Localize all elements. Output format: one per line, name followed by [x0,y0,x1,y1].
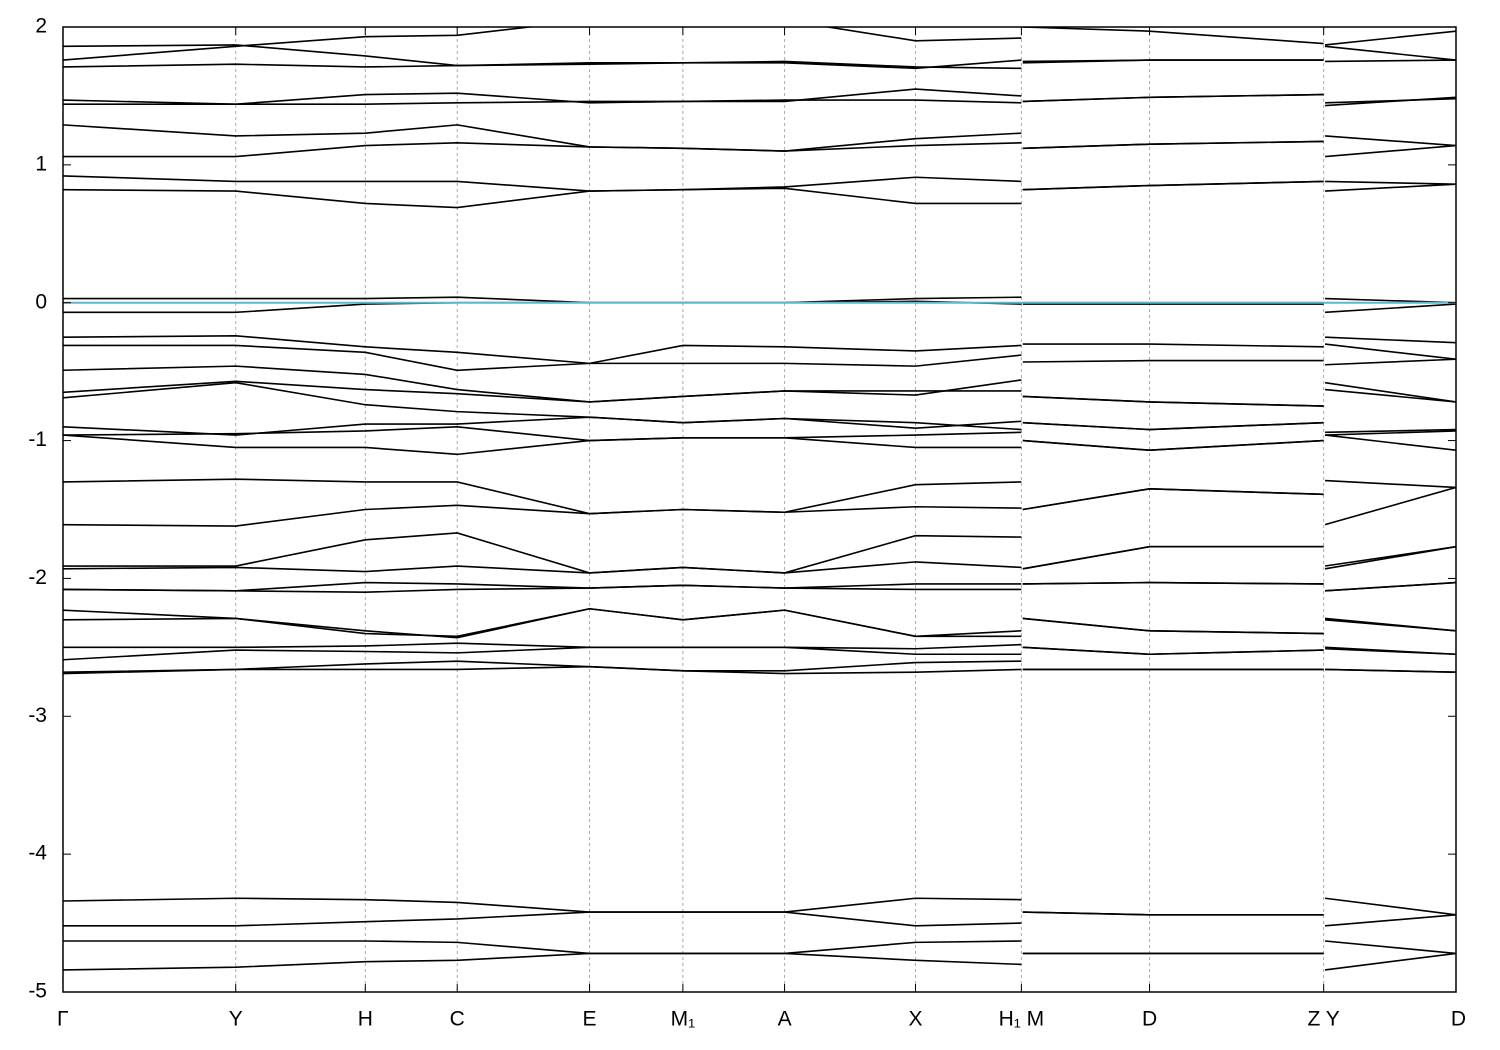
x-tick-label: Z Y [1308,1008,1340,1031]
band-line [63,27,1456,61]
y-tick-label: -2 [28,566,47,589]
x-tick-label: X [909,1008,923,1031]
x-tick-label: M₁ [671,1008,696,1031]
y-tick-label: 0 [35,290,47,313]
band-line [63,607,1456,638]
band-line [63,381,1456,431]
band-line [63,124,1456,152]
band-line [63,911,1456,927]
band-line [63,380,1456,407]
band-line [63,581,1456,594]
band-line [63,140,1456,158]
plot-area [63,27,1456,971]
x-tick-label: H [358,1008,373,1031]
band-line [63,646,1456,661]
band-line [63,434,1456,456]
band-line [63,93,1456,107]
band-line [63,486,1456,527]
y-tick-label: 2 [35,15,47,38]
x-tick-label: E [583,1008,597,1031]
x-tick-label: Γ [57,1008,69,1031]
band-line [63,59,1456,70]
plot-frame [62,26,1457,993]
y-tick-label: -4 [28,842,47,865]
band-line [63,532,1456,574]
grid [62,27,1457,992]
band-line [63,416,1456,436]
band-line [63,665,1456,675]
x-tick-label: C [450,1008,465,1031]
band-line [63,660,1456,673]
x-tick-label: A [778,1008,792,1031]
y-tick-label: -1 [28,428,47,451]
y-tick-label: 1 [35,152,47,175]
x-tick-label: D [1142,1008,1157,1031]
band-line [63,940,1456,955]
band-line [63,478,1456,515]
band-line [63,952,1456,971]
band-line [63,88,1456,106]
band-line [63,343,1456,372]
band-line [63,180,1456,209]
band-line [63,334,1456,365]
x-tick-label: Y [229,1008,243,1031]
y-tick-label: -5 [28,980,47,1003]
band-line [63,545,1456,574]
x-tick-label: D [1451,1008,1466,1031]
x-tick-label: H₁ M [999,1008,1045,1031]
band-line [63,358,1456,407]
y-tick-label: -3 [28,704,47,727]
